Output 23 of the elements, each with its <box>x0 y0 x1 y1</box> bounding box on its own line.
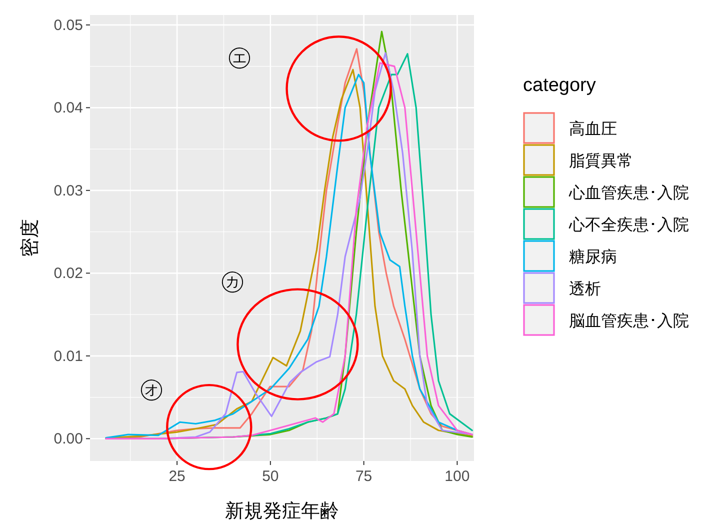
y-tick-label: 0.00 <box>54 430 83 448</box>
x-tick-label: 50 <box>262 468 279 485</box>
legend-title: category <box>523 75 596 96</box>
y-tick-label: 0.03 <box>54 182 83 200</box>
legend-label: 透析 <box>569 280 601 298</box>
legend-label: 高血圧 <box>569 120 617 138</box>
annotation: ㋔ <box>140 375 164 403</box>
legend-label: 糖尿病 <box>569 248 617 266</box>
legend-label: 心不全疾患･入院 <box>568 216 689 234</box>
y-tick-label: 0.05 <box>54 16 83 34</box>
x-tick-label: 100 <box>444 468 470 485</box>
legend-label: 脳血管疾患･入院 <box>569 312 689 330</box>
legend-label: 心血管疾患･入院 <box>568 184 689 202</box>
x-tick-label: 75 <box>355 468 372 485</box>
y-tick-label: 0.02 <box>54 265 83 282</box>
y-tick-label: 0.04 <box>54 100 83 117</box>
y-tick-label: 0.01 <box>54 348 83 365</box>
annotation: ㋓ <box>228 43 252 71</box>
y-axis-title: 密度 <box>19 219 41 257</box>
x-axis-title: 新規発症年齢 <box>225 500 339 522</box>
annotation: ㋕ <box>220 267 246 295</box>
legend-label: 脂質異常 <box>569 152 633 170</box>
x-tick-label: 25 <box>168 468 186 485</box>
